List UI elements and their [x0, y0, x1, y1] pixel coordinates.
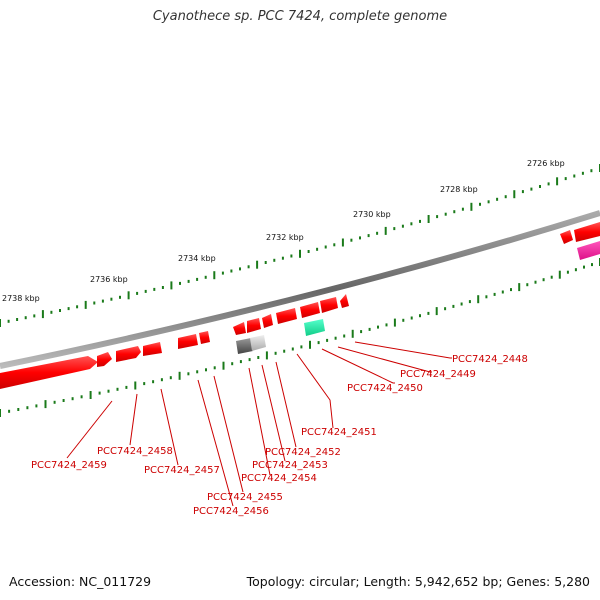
gene-feature-trna[interactable] — [304, 319, 325, 336]
gene-label[interactable]: PCC7424_2452 — [265, 447, 341, 458]
gene-feature-cds[interactable] — [97, 352, 112, 367]
gene-feature-cds[interactable] — [247, 318, 261, 333]
gene-feature-cds[interactable] — [574, 222, 600, 242]
scale-label: 2726 kbp — [527, 159, 565, 168]
gene-label[interactable]: PCC7424_2459 — [31, 460, 107, 471]
outer-scale-ruler — [0, 164, 600, 327]
gene-feature-cds[interactable] — [262, 314, 273, 328]
gene-feature-cds[interactable] — [0, 356, 98, 389]
gene-feature-cds[interactable] — [340, 294, 349, 308]
gene-feature-cds[interactable] — [199, 331, 210, 344]
scale-label: 2738 kbp — [2, 294, 40, 303]
gene-label[interactable]: PCC7424_2456 — [193, 506, 269, 517]
gene-feature-cds[interactable] — [116, 346, 141, 362]
accession-text: Accession: NC_011729 — [9, 574, 152, 589]
scale-label: 2736 kbp — [90, 275, 128, 284]
genome-backbone — [0, 210, 600, 369]
gene-feature-cds[interactable] — [276, 308, 297, 324]
gene-label[interactable]: PCC7424_2455 — [207, 492, 283, 503]
scale-label: 2730 kbp — [353, 210, 391, 219]
gene-label[interactable]: PCC7424_2449 — [400, 369, 476, 380]
gene-label[interactable]: PCC7424_2458 — [97, 446, 173, 457]
gene-label[interactable]: PCC7424_2450 — [347, 383, 423, 394]
scale-label: 2734 kbp — [178, 254, 216, 263]
gene-feature-cds[interactable] — [560, 230, 573, 244]
scale-label: 2728 kbp — [440, 185, 478, 194]
label-leader-lines — [66, 341, 452, 507]
gene-feature-cds[interactable] — [320, 297, 338, 313]
gene-feature-rrna[interactable] — [577, 241, 600, 260]
gene-label[interactable]: PCC7424_2451 — [301, 427, 377, 438]
gene-feature-cds[interactable] — [233, 322, 246, 335]
scale-label: 2732 kbp — [266, 233, 304, 242]
topology-text: Topology: circular; Length: 5,942,652 bp… — [246, 574, 590, 589]
gene-label[interactable]: PCC7424_2448 — [452, 354, 528, 365]
inner-scale-ruler — [0, 258, 600, 417]
gene-label[interactable]: PCC7424_2457 — [144, 465, 220, 476]
gene-feature-cds[interactable] — [300, 302, 320, 318]
gene-feature-misc[interactable] — [236, 338, 253, 354]
map-title: Cyanothece sp. PCC 7424, complete genome — [152, 9, 448, 24]
gene-features — [0, 222, 600, 389]
gene-label[interactable]: PCC7424_2453 — [252, 460, 328, 471]
gene-feature-cds[interactable] — [143, 342, 162, 356]
gene-feature-misc[interactable] — [250, 335, 266, 351]
gene-feature-cds[interactable] — [178, 334, 198, 349]
gene-label[interactable]: PCC7424_2454 — [241, 473, 317, 484]
